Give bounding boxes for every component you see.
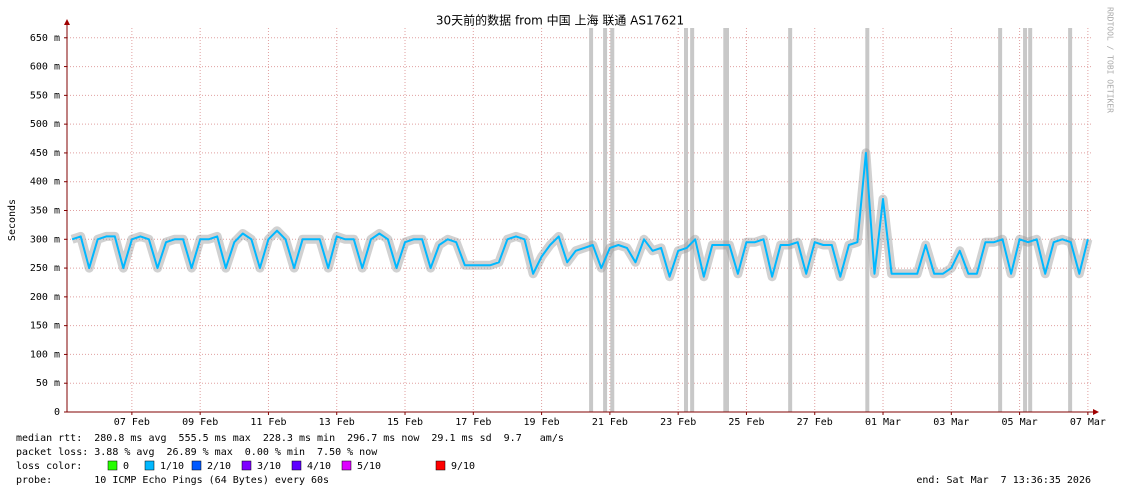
y-tick-label: 50 m (36, 378, 60, 389)
x-tick-label: 15 Feb (387, 417, 423, 428)
legend-label: 0 (123, 461, 129, 472)
y-tick-label: 100 m (30, 349, 60, 360)
chart-title: 30天前的数据 from 中国 上海 联通 AS17621 (436, 13, 684, 28)
stats-line: packet loss: 3.88 % avg 26.89 % max 0.00… (16, 447, 378, 458)
x-tick-label: 25 Feb (728, 417, 764, 428)
x-tick-label: 17 Feb (455, 417, 491, 428)
loss-bar (690, 28, 695, 412)
y-tick-label: 400 m (30, 177, 60, 188)
end-time: end: Sat Mar 7 13:36:35 2026 (916, 475, 1091, 486)
loss-bar (1068, 28, 1073, 412)
loss-bar (788, 28, 793, 412)
loss-bar (684, 28, 689, 412)
legend-label: 2/10 (207, 461, 231, 472)
y-tick-label: 200 m (30, 292, 60, 303)
x-tick-label: 13 Feb (319, 417, 355, 428)
x-tick-label: 11 Feb (250, 417, 286, 428)
y-tick-label: 450 m (30, 148, 60, 159)
loss-bar (603, 28, 608, 412)
x-arrow (1093, 409, 1099, 415)
y-tick-label: 500 m (30, 119, 60, 130)
x-tick-label: 07 Feb (114, 417, 150, 428)
loss-bar (724, 28, 729, 412)
y-arrow (64, 19, 70, 25)
side-label: RRDTOOL / TOBI OETIKER (1106, 7, 1115, 113)
x-tick-label: 05 Mar (1002, 417, 1038, 428)
x-tick-label: 21 Feb (592, 417, 628, 428)
probe: probe: 10 ICMP Echo Pings (64 Bytes) eve… (16, 475, 329, 486)
y-tick-label: 300 m (30, 234, 60, 245)
y-tick-label: 650 m (30, 33, 60, 44)
legend-swatch (435, 460, 446, 471)
y-tick-label: 0 (54, 407, 60, 418)
legend-label: 9/10 (451, 461, 475, 472)
x-tick-label: 09 Feb (182, 417, 218, 428)
x-tick-label: 19 Feb (524, 417, 560, 428)
median-line (71, 151, 1089, 278)
legend-label: 3/10 (257, 461, 281, 472)
plot (64, 28, 1093, 415)
legend-swatch (107, 460, 118, 471)
loss-bar (1023, 28, 1028, 412)
legend-swatch (241, 460, 252, 471)
y-tick-label: 350 m (30, 206, 60, 217)
y-tick-label: 250 m (30, 263, 60, 274)
legend-label: 5/10 (357, 461, 381, 472)
x-tick-label: 01 Mar (865, 417, 901, 428)
legend-swatch (291, 460, 302, 471)
legend-swatch (341, 460, 352, 471)
legend-swatch (144, 460, 155, 471)
loss-bar (1028, 28, 1033, 412)
x-tick-label: 07 Mar (1070, 417, 1106, 428)
stats-line: median rtt: 280.8 ms avg 555.5 ms max 22… (16, 433, 564, 444)
loss-bar (865, 28, 870, 412)
x-tick-label: 23 Feb (660, 417, 696, 428)
y-tick-label: 600 m (30, 62, 60, 73)
loss-bar (589, 28, 594, 412)
legend-label: 4/10 (307, 461, 331, 472)
legend-label: 1/10 (160, 461, 184, 472)
legend-label: loss color: (16, 461, 82, 472)
x-tick-label: 27 Feb (797, 417, 833, 428)
y-tick-label: 150 m (30, 321, 60, 332)
loss-bar (610, 28, 615, 412)
legend: 0 1/10 2/10 3/10 4/10 5/10 9/10 (107, 460, 475, 472)
legend-swatch (191, 460, 202, 471)
loss-bar (998, 28, 1003, 412)
y-tick-label: 550 m (30, 90, 60, 101)
y-axis-label: Seconds (7, 199, 18, 241)
x-tick-label: 03 Mar (933, 417, 969, 428)
